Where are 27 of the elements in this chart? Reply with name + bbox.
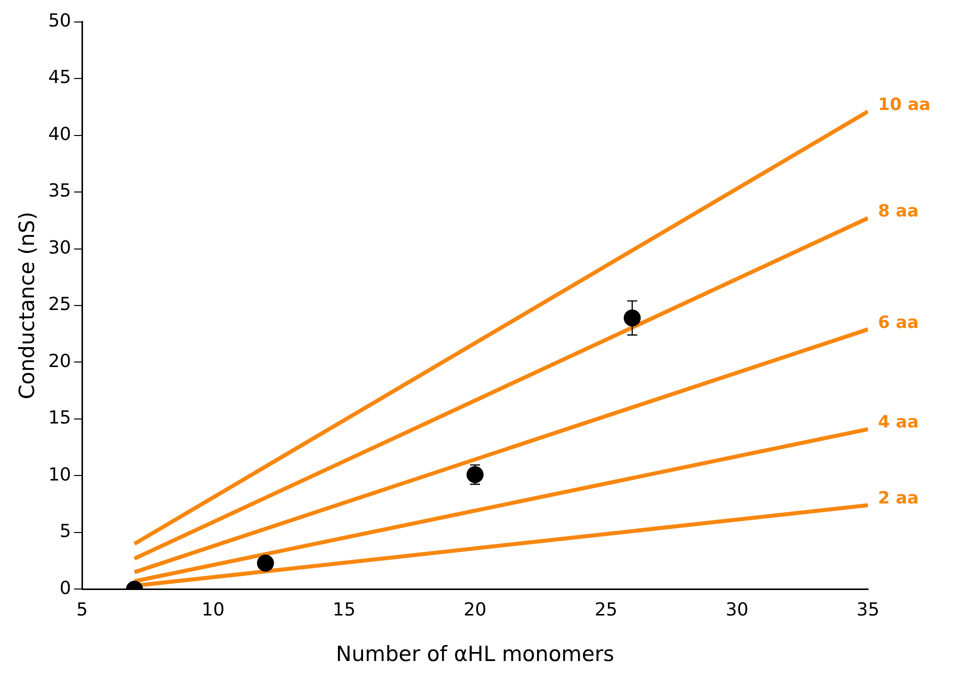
series-label: 4 aa (878, 412, 919, 433)
y-tick-label: 15 (48, 408, 72, 429)
y-tick-label: 45 (48, 67, 72, 88)
x-tick-label: 25 (594, 600, 618, 621)
x-axis-title: Number of αHL monomers (336, 642, 614, 666)
x-tick-label: 20 (464, 600, 487, 621)
y-tick-label: 40 (48, 124, 72, 145)
series-label: 10 aa (878, 94, 931, 115)
series-label: 6 aa (878, 312, 919, 333)
y-tick-label: 20 (48, 350, 72, 372)
y-tick-label: 10 (48, 464, 72, 486)
y-tick-label: 5 (60, 521, 72, 542)
point (256, 554, 274, 572)
point (466, 466, 484, 484)
x-tick-label: 5 (76, 600, 88, 621)
y-tick-label: 50 (48, 10, 72, 32)
x-tick-label: 10 (202, 600, 225, 621)
x-tick-label: 35 (856, 600, 880, 621)
y-tick-label: 35 (48, 180, 72, 202)
series-label: 2 aa (878, 488, 919, 509)
y-tick-label: 30 (48, 237, 72, 258)
y-tick-label: 25 (48, 294, 72, 316)
x-tick-label: 15 (332, 600, 356, 621)
y-axis-title: Conductance (nS) (15, 212, 40, 400)
series-label: 8 aa (878, 202, 919, 222)
y-tick-label: 0 (60, 578, 72, 599)
x-tick-label: 30 (726, 600, 748, 621)
